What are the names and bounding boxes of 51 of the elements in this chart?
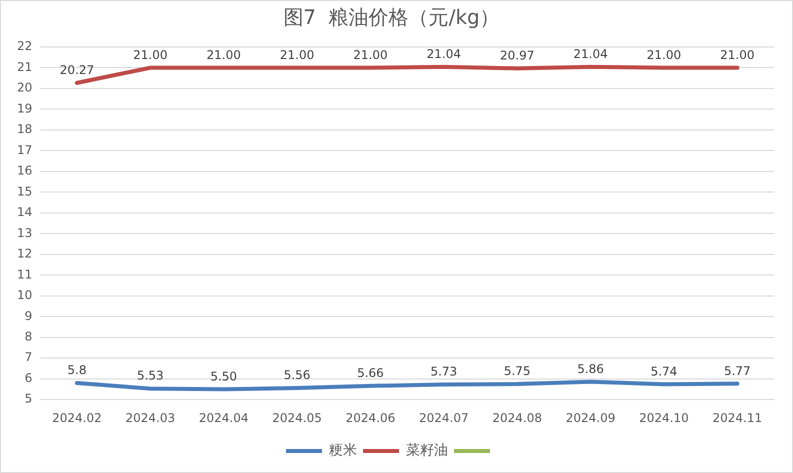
y-tick-label: 18	[16, 122, 32, 136]
chart-title: 图7 粮油价格（元/kg）	[283, 5, 500, 30]
x-tick-label: 2024.10	[639, 410, 689, 425]
data-label: 20.27	[60, 63, 94, 78]
y-tick-label: 19	[16, 101, 32, 116]
y-tick-label: 8	[24, 330, 32, 344]
data-label: 21.00	[206, 48, 241, 62]
x-tick-label: 2024.05	[272, 410, 322, 425]
y-tick-label: 10	[16, 288, 32, 302]
y-tick-label: 7	[24, 350, 32, 364]
x-tick-label: 2024.07	[419, 410, 469, 425]
data-label: 5.77	[724, 364, 751, 378]
data-label: 5.75	[504, 364, 531, 378]
x-tick-label: 2024.04	[198, 410, 249, 425]
data-label: 5.53	[136, 368, 164, 383]
y-tick-label: 11	[16, 267, 32, 282]
legend-label: 菜籽油	[406, 442, 448, 459]
legend-label: 粳米	[329, 442, 357, 459]
y-tick-label: 9	[24, 308, 32, 323]
x-tick-label: 2024.08	[492, 410, 542, 425]
data-label: 21.04	[573, 47, 608, 62]
data-label: 21.00	[720, 48, 754, 62]
y-tick-label: 22	[16, 39, 32, 54]
data-label: 21.04	[426, 47, 461, 62]
y-tick-label: 16	[16, 164, 32, 178]
data-label: 5.73	[430, 364, 458, 379]
x-tick-label: 2024.11	[712, 410, 762, 425]
data-label: 5.56	[284, 368, 310, 382]
y-tick-label: 14	[16, 205, 32, 220]
x-tick-label: 2024.03	[126, 410, 176, 425]
x-tick-label: 2024.06	[346, 410, 396, 425]
y-tick-label: 15	[16, 184, 32, 198]
x-tick-label: 2024.09	[566, 410, 616, 425]
data-label: 20.97	[500, 48, 534, 62]
data-label: 5.50	[210, 369, 238, 384]
data-label: 5.86	[577, 362, 604, 376]
data-label: 5.8	[67, 363, 87, 378]
y-tick-label: 21	[16, 60, 32, 74]
data-label: 21.00	[646, 48, 682, 62]
y-tick-label: 13	[16, 226, 32, 240]
y-tick-label: 12	[16, 246, 32, 261]
data-label: 5.66	[357, 366, 384, 380]
y-tick-label: 6	[24, 370, 32, 385]
data-label: 5.74	[650, 364, 678, 378]
y-tick-label: 20	[16, 80, 32, 95]
data-label: 21.00	[133, 48, 168, 62]
y-tick-label: 5	[24, 392, 32, 406]
data-label: 21.00	[353, 48, 388, 62]
data-label: 21.00	[280, 48, 314, 62]
x-tick-label: 2024.02	[52, 410, 102, 425]
y-tick-label: 17	[16, 142, 32, 157]
